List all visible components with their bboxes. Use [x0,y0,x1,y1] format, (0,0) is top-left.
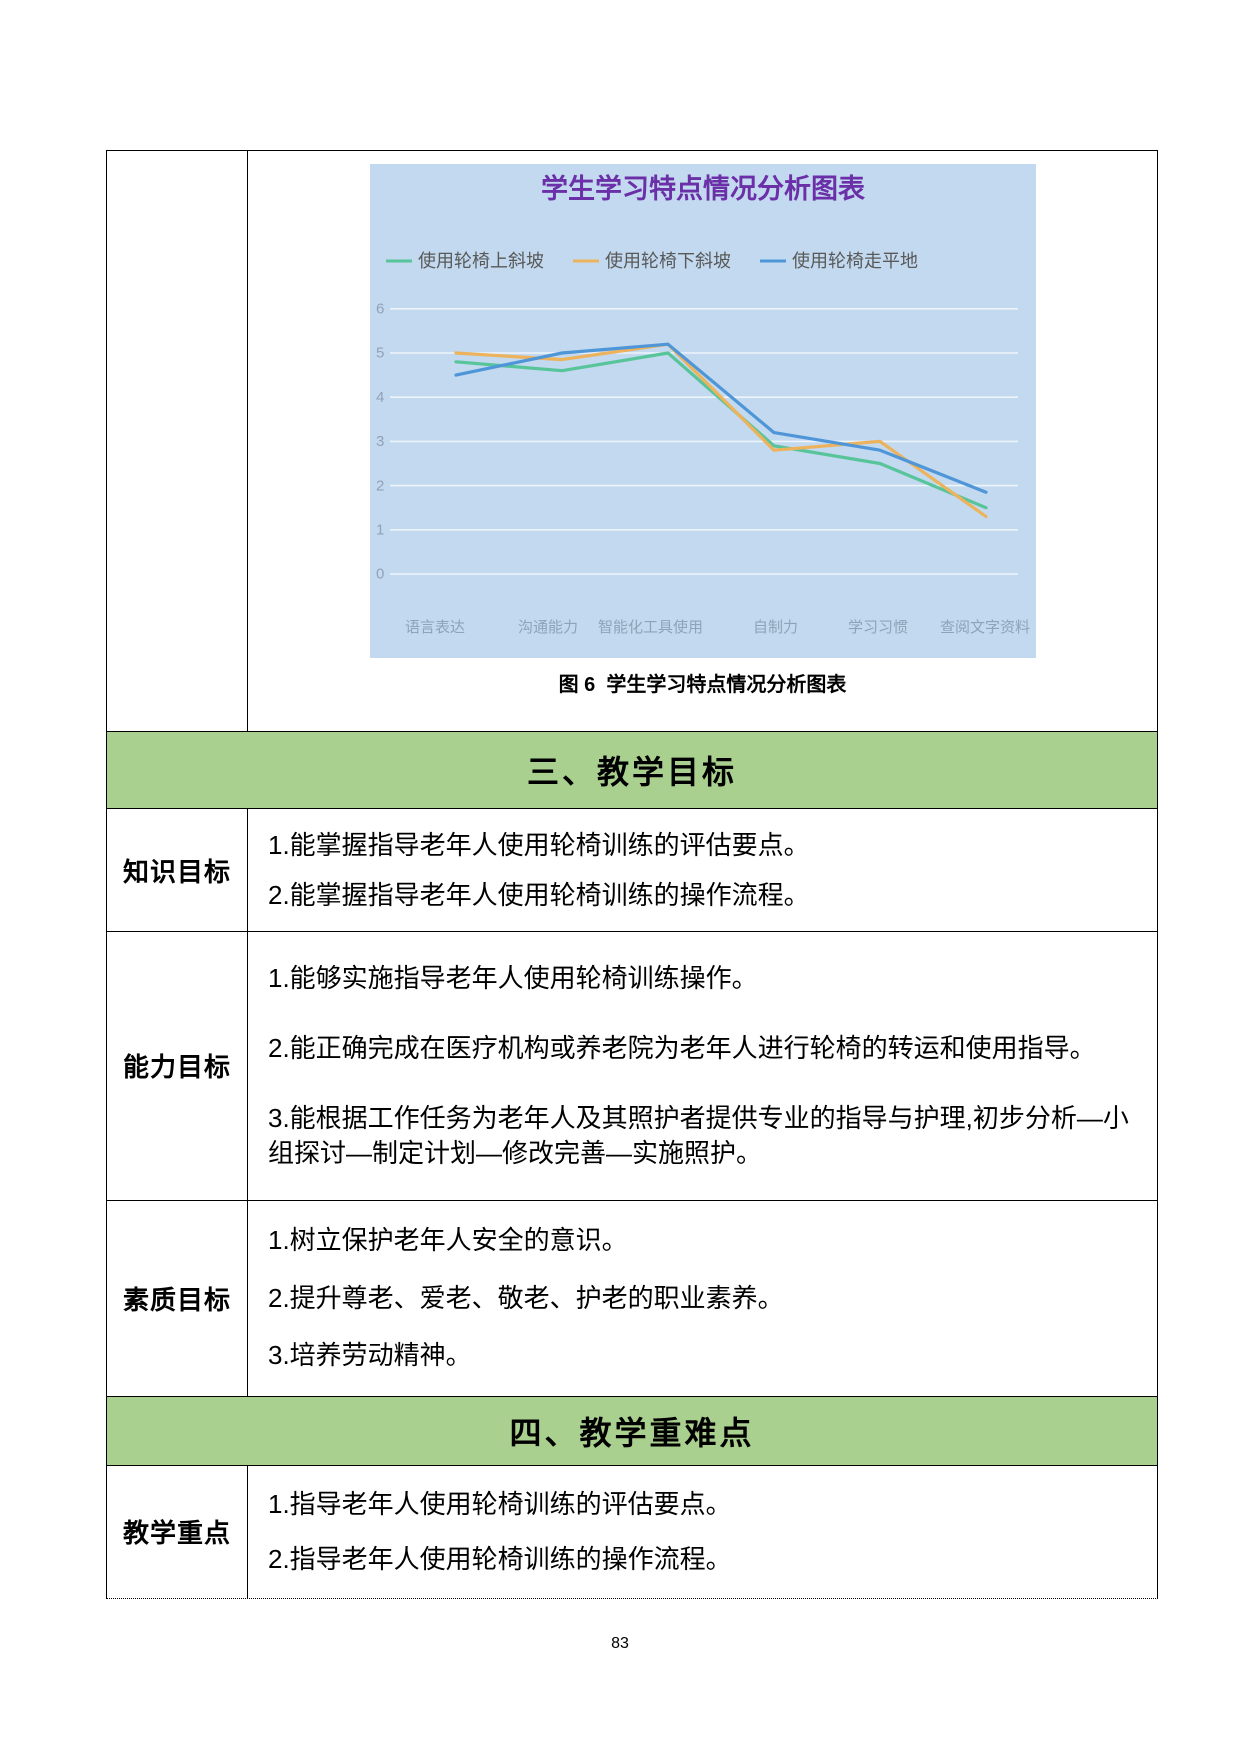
svg-text:3: 3 [376,433,384,450]
svg-text:6: 6 [376,301,384,318]
svg-text:使用轮椅下斜坡: 使用轮椅下斜坡 [605,251,731,271]
svg-text:使用轮椅上斜坡: 使用轮椅上斜坡 [418,251,544,271]
svg-text:学生学习特点情况分析图表: 学生学习特点情况分析图表 [541,173,865,204]
svg-text:语言表达: 语言表达 [405,619,465,636]
svg-text:学习习惯: 学习习惯 [848,619,908,636]
svg-text:5: 5 [376,345,384,362]
svg-text:自制力: 自制力 [753,619,798,636]
svg-text:0: 0 [376,566,384,583]
svg-text:使用轮椅走平地: 使用轮椅走平地 [792,251,918,271]
svg-text:4: 4 [376,389,384,406]
svg-text:沟通能力: 沟通能力 [518,619,578,636]
svg-text:2: 2 [376,477,384,494]
svg-text:智能化工具使用: 智能化工具使用 [598,618,703,636]
svg-text:1: 1 [376,522,384,539]
svg-text:查阅文字资料: 查阅文字资料 [940,619,1030,636]
